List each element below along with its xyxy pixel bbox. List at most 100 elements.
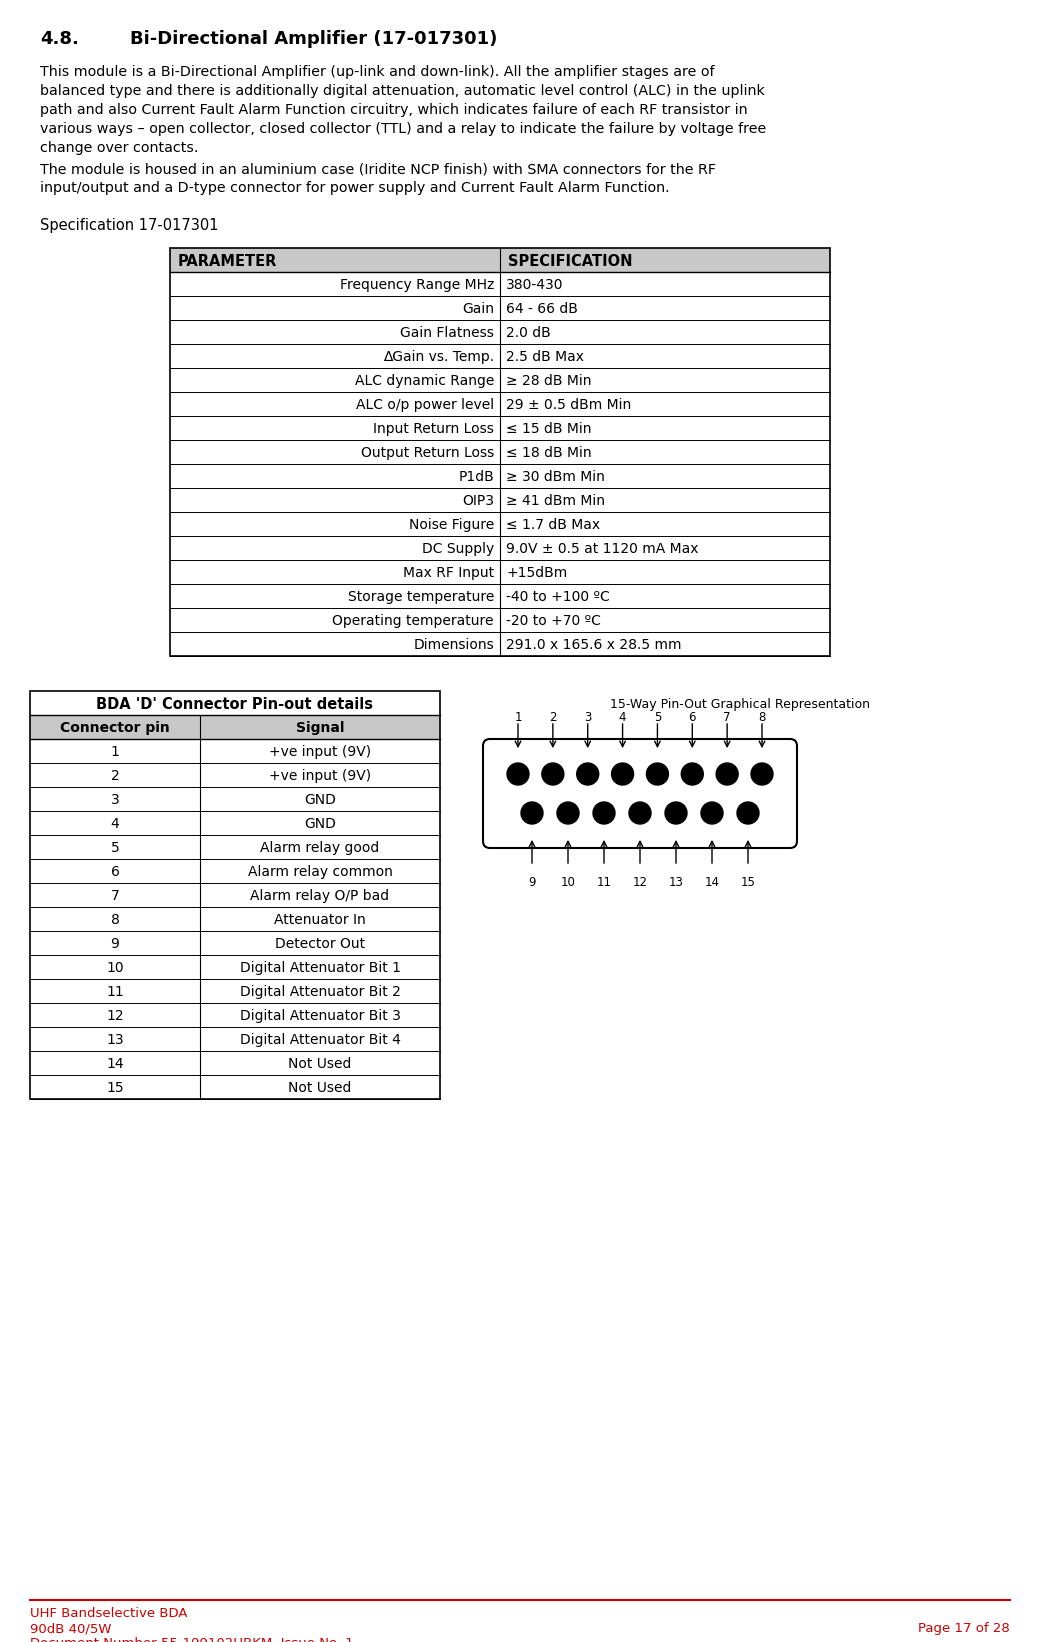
Text: Signal: Signal bbox=[296, 721, 345, 736]
Text: Connector pin: Connector pin bbox=[60, 721, 170, 736]
Text: 13: 13 bbox=[106, 1033, 124, 1048]
Text: 15: 15 bbox=[740, 875, 756, 888]
Text: 64 - 66 dB: 64 - 66 dB bbox=[506, 302, 578, 315]
Text: ≥ 41 dBm Min: ≥ 41 dBm Min bbox=[506, 494, 605, 507]
Text: Digital Attenuator Bit 3: Digital Attenuator Bit 3 bbox=[240, 1008, 401, 1023]
Text: 14: 14 bbox=[106, 1057, 124, 1071]
Text: 8: 8 bbox=[111, 913, 119, 928]
Text: Digital Attenuator Bit 1: Digital Attenuator Bit 1 bbox=[240, 961, 401, 975]
Text: This module is a Bi-Directional Amplifier (up-link and down-link). All the ampli: This module is a Bi-Directional Amplifie… bbox=[40, 66, 714, 79]
Text: 9: 9 bbox=[111, 938, 119, 951]
Text: 12: 12 bbox=[632, 875, 648, 888]
Text: +15dBm: +15dBm bbox=[506, 566, 567, 580]
Ellipse shape bbox=[611, 764, 633, 785]
Text: Page 17 of 28: Page 17 of 28 bbox=[919, 1622, 1010, 1635]
Text: 380-430: 380-430 bbox=[506, 277, 564, 292]
Text: balanced type and there is additionally digital attenuation, automatic level con: balanced type and there is additionally … bbox=[40, 84, 765, 99]
Text: OIP3: OIP3 bbox=[462, 494, 494, 507]
Text: various ways – open collector, closed collector (TTL) and a relay to indicate th: various ways – open collector, closed co… bbox=[40, 122, 766, 136]
Text: 3: 3 bbox=[111, 793, 119, 806]
Text: Dimensions: Dimensions bbox=[413, 639, 494, 652]
Text: input/output and a D-type connector for power supply and Current Fault Alarm Fun: input/output and a D-type connector for … bbox=[40, 181, 670, 195]
Text: 3: 3 bbox=[584, 711, 592, 724]
Text: 9.0V ± 0.5 at 1120 mA Max: 9.0V ± 0.5 at 1120 mA Max bbox=[506, 542, 699, 557]
Text: 1: 1 bbox=[111, 745, 119, 759]
Ellipse shape bbox=[665, 801, 687, 824]
Text: Not Used: Not Used bbox=[289, 1080, 352, 1095]
Text: 4: 4 bbox=[111, 818, 119, 831]
Text: -20 to +70 ºC: -20 to +70 ºC bbox=[506, 614, 601, 627]
Text: Bi-Directional Amplifier (17-017301): Bi-Directional Amplifier (17-017301) bbox=[130, 30, 497, 48]
Text: PARAMETER: PARAMETER bbox=[177, 255, 277, 269]
Text: Operating temperature: Operating temperature bbox=[332, 614, 494, 627]
Text: Alarm relay good: Alarm relay good bbox=[261, 841, 380, 855]
Text: 12: 12 bbox=[106, 1008, 124, 1023]
Text: Frequency Range MHz: Frequency Range MHz bbox=[339, 277, 494, 292]
Text: ≤ 18 dB Min: ≤ 18 dB Min bbox=[506, 447, 592, 460]
Text: Digital Attenuator Bit 2: Digital Attenuator Bit 2 bbox=[240, 985, 401, 998]
Text: 1: 1 bbox=[514, 711, 522, 724]
Ellipse shape bbox=[593, 801, 614, 824]
Text: 10: 10 bbox=[561, 875, 575, 888]
Text: 2: 2 bbox=[549, 711, 556, 724]
Text: 2.5 dB Max: 2.5 dB Max bbox=[506, 350, 584, 365]
Ellipse shape bbox=[647, 764, 668, 785]
Text: Digital Attenuator Bit 4: Digital Attenuator Bit 4 bbox=[240, 1033, 401, 1048]
Text: BDA 'D' Connector Pin-out details: BDA 'D' Connector Pin-out details bbox=[97, 696, 374, 713]
Ellipse shape bbox=[507, 764, 529, 785]
Ellipse shape bbox=[521, 801, 543, 824]
Text: DC Supply: DC Supply bbox=[421, 542, 494, 557]
Text: Alarm relay common: Alarm relay common bbox=[247, 865, 392, 878]
Text: change over contacts.: change over contacts. bbox=[40, 141, 198, 154]
Text: UHF Bandselective BDA: UHF Bandselective BDA bbox=[30, 1608, 188, 1621]
Text: Alarm relay O/P bad: Alarm relay O/P bad bbox=[250, 888, 389, 903]
Text: 6: 6 bbox=[688, 711, 696, 724]
Text: ≤ 15 dB Min: ≤ 15 dB Min bbox=[506, 422, 592, 437]
Text: Storage temperature: Storage temperature bbox=[348, 589, 494, 604]
Text: GND: GND bbox=[304, 793, 336, 806]
Text: Specification 17-017301: Specification 17-017301 bbox=[40, 218, 219, 233]
Ellipse shape bbox=[542, 764, 564, 785]
Text: Not Used: Not Used bbox=[289, 1057, 352, 1071]
Text: Attenuator In: Attenuator In bbox=[274, 913, 365, 928]
Text: SPECIFICATION: SPECIFICATION bbox=[508, 255, 632, 269]
Text: 291.0 x 165.6 x 28.5 mm: 291.0 x 165.6 x 28.5 mm bbox=[506, 639, 682, 652]
Bar bbox=[170, 248, 830, 657]
Text: The module is housed in an aluminium case (Iridite NCP finish) with SMA connecto: The module is housed in an aluminium cas… bbox=[40, 163, 716, 176]
FancyBboxPatch shape bbox=[483, 739, 797, 847]
Text: 8: 8 bbox=[759, 711, 766, 724]
Text: Output Return Loss: Output Return Loss bbox=[361, 447, 494, 460]
Ellipse shape bbox=[629, 801, 651, 824]
Text: +ve input (9V): +ve input (9V) bbox=[269, 768, 371, 783]
Text: 7: 7 bbox=[723, 711, 731, 724]
Text: 29 ± 0.5 dBm Min: 29 ± 0.5 dBm Min bbox=[506, 397, 631, 412]
Ellipse shape bbox=[752, 764, 773, 785]
Text: ∆Gain vs. Temp.: ∆Gain vs. Temp. bbox=[383, 350, 494, 365]
Text: ≤ 1.7 dB Max: ≤ 1.7 dB Max bbox=[506, 517, 600, 532]
Text: +ve input (9V): +ve input (9V) bbox=[269, 745, 371, 759]
Bar bbox=[30, 691, 440, 1098]
Ellipse shape bbox=[716, 764, 738, 785]
Text: 11: 11 bbox=[106, 985, 124, 998]
Text: 6: 6 bbox=[111, 865, 119, 878]
Text: 5: 5 bbox=[654, 711, 661, 724]
Text: 15-Way Pin-Out Graphical Representation: 15-Way Pin-Out Graphical Representation bbox=[610, 698, 870, 711]
Text: ≥ 28 dB Min: ≥ 28 dB Min bbox=[506, 374, 592, 388]
Text: ≥ 30 dBm Min: ≥ 30 dBm Min bbox=[506, 470, 605, 484]
Text: Document Number 55-199102HBKM  Issue No. 1: Document Number 55-199102HBKM Issue No. … bbox=[30, 1637, 354, 1642]
Text: 4: 4 bbox=[619, 711, 626, 724]
Text: 10: 10 bbox=[106, 961, 124, 975]
Text: 9: 9 bbox=[528, 875, 536, 888]
Ellipse shape bbox=[557, 801, 579, 824]
Text: 2: 2 bbox=[111, 768, 119, 783]
Text: 15: 15 bbox=[106, 1080, 124, 1095]
Text: ALC o/p power level: ALC o/p power level bbox=[356, 397, 494, 412]
Text: path and also Current Fault Alarm Function circuitry, which indicates failure of: path and also Current Fault Alarm Functi… bbox=[40, 103, 747, 117]
Ellipse shape bbox=[577, 764, 599, 785]
Ellipse shape bbox=[701, 801, 723, 824]
Text: ALC dynamic Range: ALC dynamic Range bbox=[355, 374, 494, 388]
Text: Detector Out: Detector Out bbox=[275, 938, 365, 951]
Text: GND: GND bbox=[304, 818, 336, 831]
Text: Input Return Loss: Input Return Loss bbox=[373, 422, 494, 437]
Ellipse shape bbox=[737, 801, 759, 824]
